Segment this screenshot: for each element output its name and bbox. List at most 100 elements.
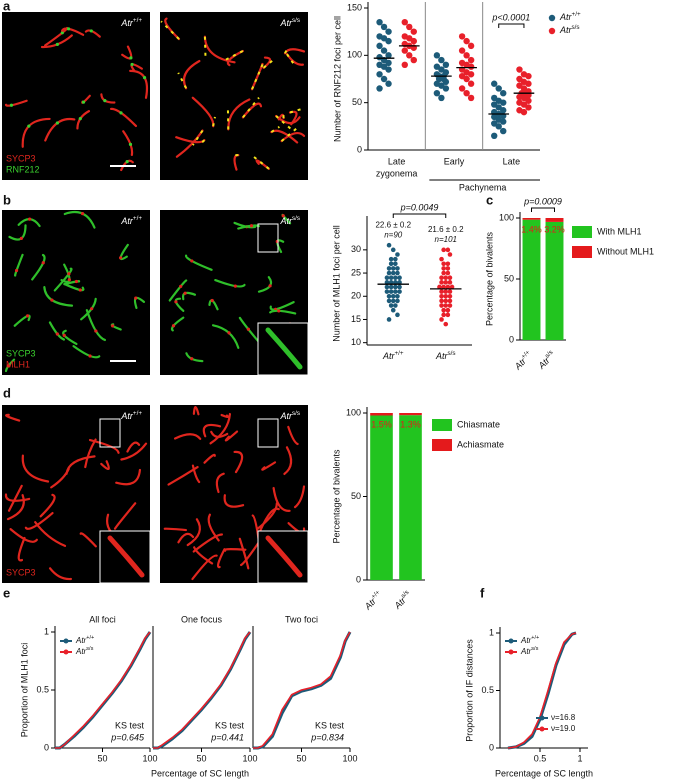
- dot: [495, 123, 502, 130]
- annotation: KS test: [115, 720, 145, 730]
- focus: [67, 272, 71, 276]
- y-tick-label: 30: [351, 244, 361, 254]
- inset-box: [99, 418, 121, 448]
- dot: [390, 247, 396, 253]
- x-tick-label: 50: [97, 753, 107, 763]
- significance-bracket: [392, 213, 447, 218]
- dot: [443, 289, 449, 294]
- focus: [227, 331, 231, 335]
- dot: [447, 303, 453, 308]
- genotype-label: Atr+/+: [120, 410, 142, 421]
- focus: [249, 224, 254, 228]
- allele: s/s: [292, 215, 300, 222]
- dot: [467, 80, 475, 87]
- allele: +/+: [520, 349, 532, 361]
- focus: [174, 300, 178, 304]
- dot: [376, 85, 383, 92]
- inset-box: [257, 223, 279, 253]
- dot: [433, 90, 441, 97]
- chromosome: [191, 464, 201, 484]
- focus: [80, 212, 85, 216]
- dot: [385, 52, 392, 59]
- allele: s/s: [400, 589, 411, 600]
- focus: [90, 307, 94, 311]
- chromosome: [272, 486, 291, 512]
- chromosome-segment: [289, 107, 303, 114]
- dot: [393, 256, 398, 262]
- focus: [179, 284, 183, 288]
- dot: [439, 289, 444, 294]
- chromosome: [283, 446, 293, 476]
- chromosome-segment: [251, 154, 270, 170]
- dot: [406, 52, 413, 59]
- bar-segment: [370, 413, 393, 416]
- chromosome: [120, 442, 148, 461]
- chart-title: One focus: [181, 614, 223, 624]
- dot: [500, 127, 507, 135]
- legend-marker: [539, 715, 545, 721]
- focus: [27, 124, 31, 128]
- allele: +/+: [133, 215, 142, 222]
- dot: [441, 270, 446, 276]
- chromosome: [220, 413, 230, 419]
- dot: [445, 307, 451, 313]
- legend-marker: [63, 638, 69, 644]
- dot: [445, 270, 451, 276]
- dot: [376, 42, 383, 50]
- stain-label: SYCP3: [6, 567, 36, 577]
- dot: [443, 280, 449, 285]
- dot: [385, 28, 392, 35]
- focus: [129, 56, 133, 60]
- legend-label: Without MLH1: [597, 246, 654, 256]
- dot: [401, 19, 408, 26]
- dot: [467, 42, 475, 50]
- dot: [406, 23, 413, 31]
- dot: [393, 303, 398, 308]
- legend-swatch: [572, 246, 592, 258]
- focus: [190, 357, 194, 361]
- dot: [467, 63, 475, 70]
- annotation: p=0.441: [210, 732, 244, 742]
- chromosome: [192, 406, 200, 416]
- focus: [277, 309, 281, 313]
- dot: [500, 107, 507, 114]
- dot: [385, 66, 392, 73]
- bar-segment: [545, 221, 564, 340]
- focus: [62, 333, 66, 337]
- dot: [439, 256, 444, 262]
- dot: [386, 317, 392, 322]
- focus: [50, 298, 54, 302]
- chromosome: [79, 532, 97, 548]
- focus: [134, 296, 138, 300]
- x-axis-label: Percentage of SC length: [151, 768, 249, 778]
- n-label: n=90: [384, 230, 403, 239]
- legend-marker: [508, 638, 514, 644]
- allele: s/s: [531, 646, 538, 652]
- focus: [130, 62, 134, 67]
- group-label: zygonema: [376, 168, 418, 178]
- stat-label: 21.6 ± 0.2: [428, 225, 464, 234]
- y-tick-label: 100: [347, 50, 362, 60]
- value-label: 1.3%: [400, 419, 421, 429]
- focus: [119, 111, 123, 115]
- y-tick-label: 20: [351, 291, 361, 301]
- dot: [442, 85, 450, 92]
- chromosome: [203, 35, 236, 64]
- genotype-label: Atr+/+: [120, 215, 142, 226]
- dot: [380, 75, 388, 83]
- focus: [210, 298, 214, 303]
- chromosome-segment: [177, 72, 187, 89]
- annotation: p=0.834: [310, 732, 344, 742]
- y-axis-label: Proportion of MLH1 foci: [19, 643, 29, 738]
- dot: [467, 94, 475, 102]
- allele: +/+: [394, 350, 403, 357]
- legend-marker: [63, 649, 69, 655]
- gene: Atr: [520, 636, 532, 645]
- chromosome: [186, 518, 201, 547]
- chromosome-segment: [242, 96, 260, 119]
- chromosome: [203, 453, 216, 464]
- legend-label: ν=16.8: [551, 713, 576, 722]
- dot: [395, 312, 400, 318]
- stain-label: RNF212: [6, 164, 40, 174]
- y-tick-label: 15: [351, 314, 361, 324]
